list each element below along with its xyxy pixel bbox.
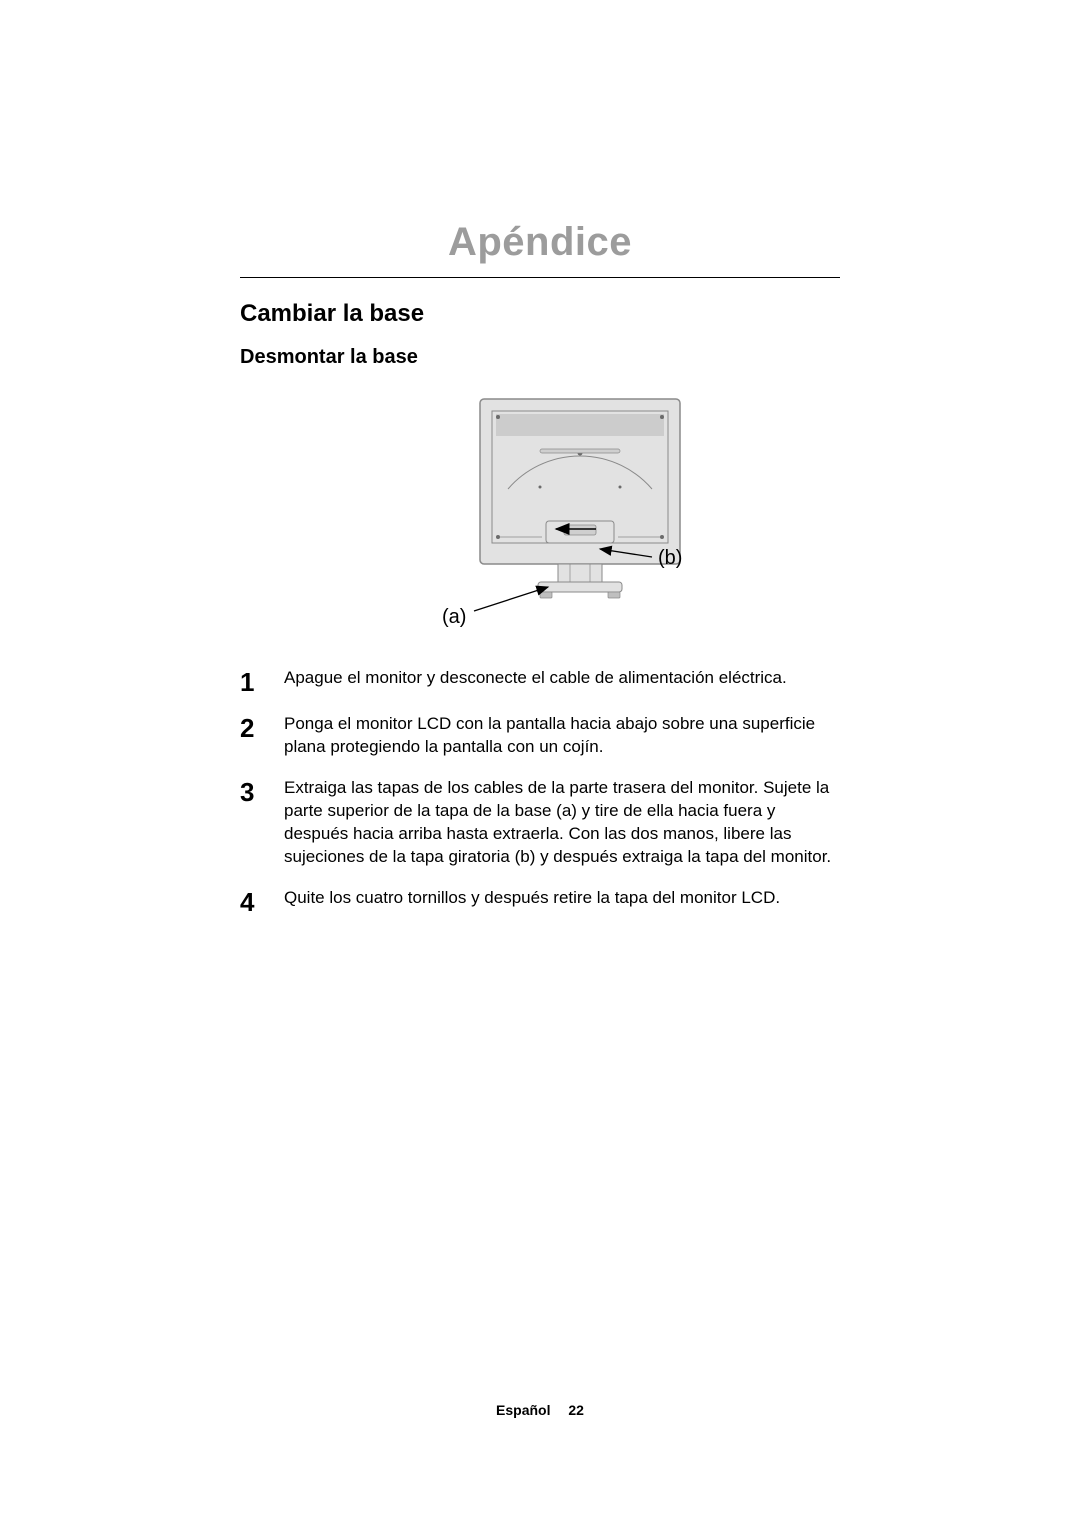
page-container: Apéndice Cambiar la base Desmontar la ba…	[0, 0, 1080, 1528]
step-item: 1 Apague el monitor y desconecte el cabl…	[240, 667, 840, 695]
step-number: 3	[240, 777, 284, 805]
step-item: 2 Ponga el monitor LCD con la pantalla h…	[240, 713, 840, 759]
step-text: Extraiga las tapas de los cables de la p…	[284, 777, 840, 869]
main-title: Apéndice	[240, 220, 840, 265]
arrow-a-icon	[474, 587, 548, 611]
diagram-label-a: (a)	[442, 606, 466, 628]
page-footer: Español 22	[0, 1402, 1080, 1418]
footer-language: Español	[496, 1402, 550, 1418]
diagram-container: (b) (a)	[240, 389, 840, 639]
step-number: 2	[240, 713, 284, 741]
title-divider	[240, 277, 840, 278]
monitor-hinge-inner	[564, 525, 596, 535]
step-text: Quite los cuatro tornillos y después ret…	[284, 887, 840, 910]
monitor-diagram: (b) (a)	[380, 389, 700, 639]
steps-list: 1 Apague el monitor y desconecte el cabl…	[240, 667, 840, 915]
step-number: 1	[240, 667, 284, 695]
step-text: Apague el monitor y desconecte el cable …	[284, 667, 840, 690]
monitor-top-bar	[540, 449, 620, 453]
step-text: Ponga el monitor LCD con la pantalla hac…	[284, 713, 840, 759]
monitor-neck	[558, 564, 602, 582]
step-number: 4	[240, 887, 284, 915]
step-item: 4 Quite los cuatro tornillos y después r…	[240, 887, 840, 915]
diagram-label-b: (b)	[658, 547, 682, 569]
subsection-title: Desmontar la base	[240, 346, 840, 369]
monitor-foot	[538, 582, 622, 592]
footer-page-number: 22	[568, 1402, 584, 1418]
section-title: Cambiar la base	[240, 300, 840, 328]
step-item: 3 Extraiga las tapas de los cables de la…	[240, 777, 840, 869]
